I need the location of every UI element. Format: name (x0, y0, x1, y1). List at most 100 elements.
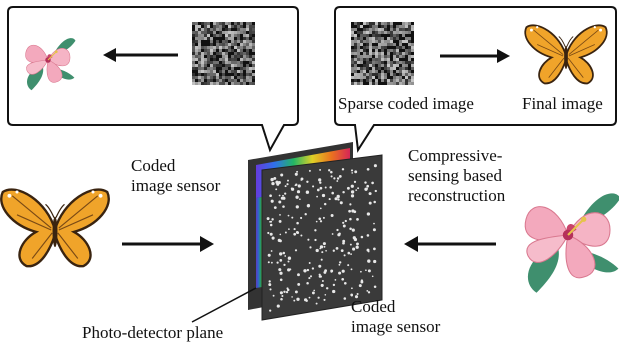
aperture-dot (319, 181, 322, 184)
aperture-dot (306, 268, 310, 272)
aperture-dot (343, 281, 347, 285)
aperture-dot (318, 275, 321, 278)
aperture-dot (332, 249, 335, 252)
aperture-dot (283, 290, 286, 293)
aperture-dot (281, 294, 284, 298)
aperture-dot (347, 251, 351, 255)
aperture-dot (323, 270, 327, 274)
aperture-dot (318, 264, 322, 268)
aperture-dot (270, 199, 274, 203)
aperture-dot (337, 198, 340, 201)
aperture-dot (312, 185, 315, 188)
aperture-dot (308, 262, 311, 264)
aperture-dot (342, 190, 345, 194)
aperture-dot (293, 232, 297, 236)
sparse-coded-image-label: Sparse coded image (338, 94, 474, 113)
aperture-dot (293, 228, 296, 231)
aperture-dot (319, 168, 322, 171)
aperture-dot (295, 230, 299, 234)
aperture-dot (286, 288, 290, 292)
aperture-dot (306, 180, 309, 183)
aperture-dot (349, 227, 352, 230)
aperture-dot (319, 186, 323, 190)
aperture-dot (318, 178, 322, 182)
aperture-dot (278, 194, 281, 197)
aperture-dot (346, 186, 350, 190)
aperture-dot (342, 221, 345, 224)
aperture-dot (349, 217, 352, 221)
aperture-dot (321, 280, 324, 282)
aperture-dot (270, 220, 273, 223)
aperture-dot (300, 234, 303, 237)
aperture-dot (373, 164, 377, 168)
aperture-dot (351, 287, 353, 290)
aperture-dot (344, 219, 347, 223)
aperture-dot (306, 204, 311, 208)
aperture-dot (289, 268, 292, 271)
aperture-dot (334, 197, 338, 201)
aperture-dot (352, 236, 356, 240)
aperture-dot (321, 193, 326, 198)
butterfly-icon-input (0, 188, 110, 268)
aperture-dot (342, 241, 345, 245)
aperture-dot (270, 177, 274, 182)
aperture-dot (343, 297, 347, 300)
aperture-dot (296, 190, 301, 194)
aperture-dot (334, 279, 337, 281)
aperture-dot (350, 184, 354, 188)
aperture-dot (270, 250, 273, 252)
arrow-icon-left-bubble (103, 48, 178, 62)
aperture-dot (339, 201, 343, 205)
aperture-dot (304, 298, 308, 302)
aperture-dot (309, 246, 312, 249)
aperture-dot (303, 269, 307, 273)
aperture-dot (282, 196, 286, 200)
aperture-dot (350, 268, 353, 271)
aperture-dot (342, 239, 346, 243)
aperture-dot (366, 248, 370, 252)
aperture-dot (341, 269, 345, 273)
aperture-dot (318, 273, 321, 276)
aperture-dot (373, 200, 376, 204)
aperture-dot (282, 194, 284, 197)
aperture-dot (294, 172, 298, 176)
aperture-dot (349, 203, 352, 206)
aperture-dot (368, 192, 372, 196)
aperture-dot (271, 261, 273, 264)
aperture-dot (351, 209, 355, 213)
aperture-dot (324, 294, 327, 296)
aperture-dot (332, 289, 336, 294)
aperture-dot (315, 302, 318, 305)
aperture-dot (319, 220, 323, 223)
aperture-dot (338, 175, 342, 178)
aperture-dot (279, 291, 283, 295)
aperture-dot (319, 247, 322, 250)
aperture-dot (339, 261, 342, 264)
aperture-dot (269, 232, 273, 236)
aperture-dot (330, 270, 333, 273)
aperture-dot (341, 168, 345, 171)
photo-detector-plane-label: Photo-detector plane (82, 323, 224, 342)
aperture-dot (278, 219, 282, 223)
aperture-dot (306, 282, 309, 285)
aperture-dot (284, 192, 287, 195)
aperture-dot (356, 218, 359, 221)
aperture-dot (291, 216, 294, 219)
aperture-dot (323, 298, 326, 301)
aperture-dot (367, 269, 371, 273)
aperture-dot (279, 214, 281, 216)
aperture-dot (304, 213, 307, 216)
aperture-dot (287, 256, 292, 260)
aperture-dot (328, 169, 331, 172)
aperture-dot (316, 188, 320, 192)
aperture-dot (332, 283, 336, 287)
aperture-dot (371, 181, 374, 185)
aperture-dot (273, 176, 277, 180)
aperture-dot (269, 288, 272, 291)
aperture-dot (319, 245, 324, 249)
aperture-dot (331, 191, 334, 195)
aperture-dot (283, 263, 286, 267)
aperture-dot (357, 187, 360, 190)
aperture-dot (299, 198, 301, 201)
aperture-dot (284, 231, 287, 234)
